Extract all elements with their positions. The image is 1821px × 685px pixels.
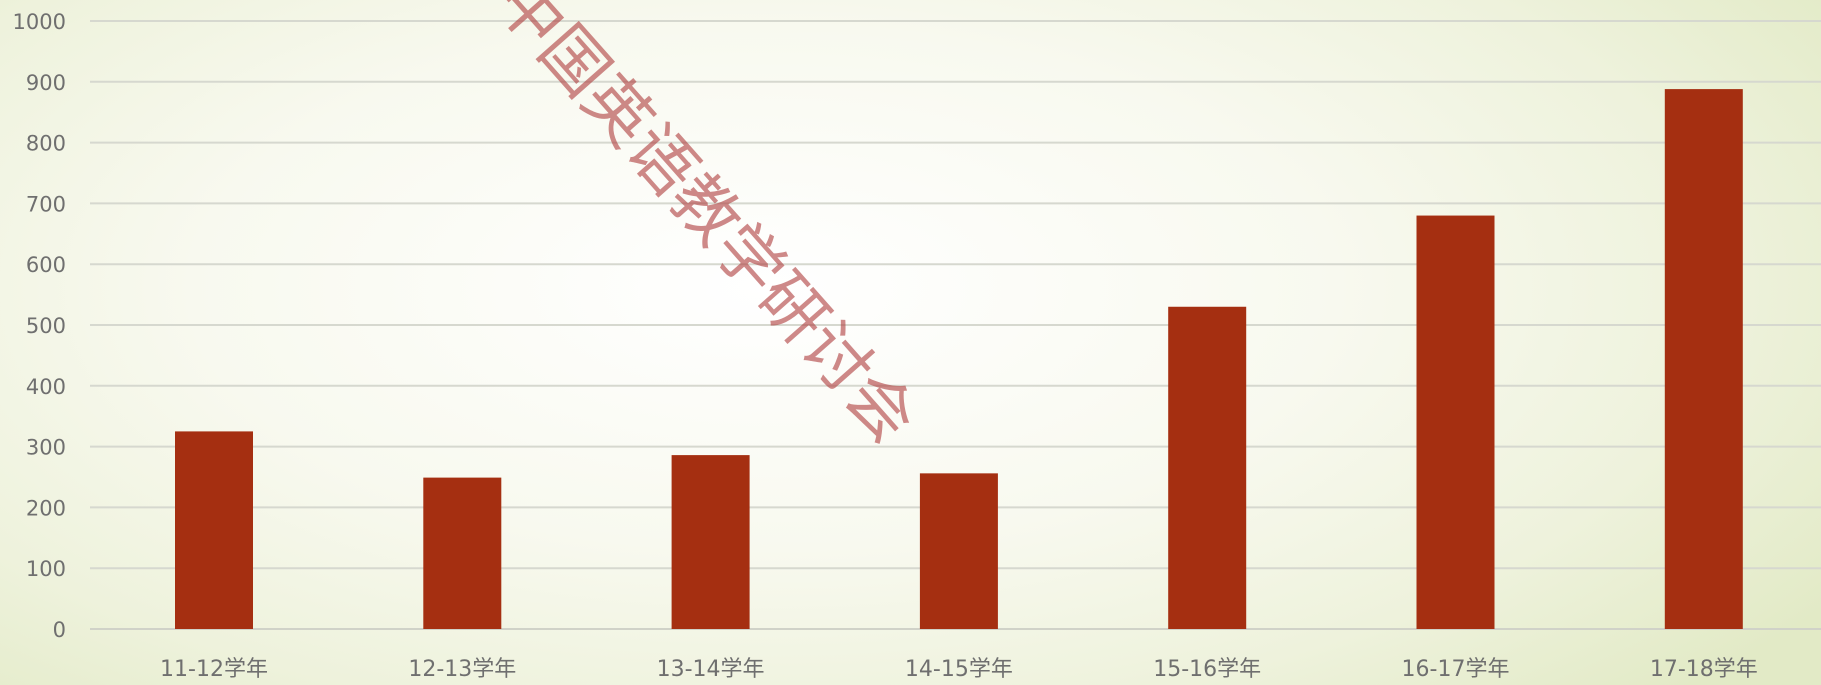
bar-17-18学年 xyxy=(1664,89,1743,629)
bar-14-15学年 xyxy=(919,473,998,629)
x-axis-tick-labels: 11-12学年 12-13学年 13-14学年 14-15学年 15-16学年 16-17… xyxy=(160,657,1758,682)
gridlines xyxy=(90,20,1821,630)
x-tick-label: 11-12学年 xyxy=(160,657,268,682)
bar-15-16学年 xyxy=(1168,306,1247,629)
y-tick-label: 0 xyxy=(53,618,66,642)
y-tick-label: 100 xyxy=(26,557,66,581)
bar-13-14学年 xyxy=(671,455,750,629)
y-tick-label: 300 xyxy=(26,436,66,460)
bar-11-12学年 xyxy=(175,431,253,629)
bar-12-13学年 xyxy=(423,477,502,629)
x-tick-label: 17-18学年 xyxy=(1650,657,1758,682)
y-axis-tick-labels: 0 100 200 300 400 500 600 700 800 900 1000 xyxy=(13,10,66,642)
y-tick-label: 600 xyxy=(26,253,66,277)
y-tick-label: 900 xyxy=(26,71,66,95)
x-tick-label: 14-15学年 xyxy=(905,657,1013,682)
y-tick-label: 800 xyxy=(26,132,66,156)
x-tick-label: 15-16学年 xyxy=(1153,657,1261,682)
y-tick-label: 200 xyxy=(26,496,66,520)
y-tick-label: 400 xyxy=(26,375,66,399)
bars xyxy=(175,89,1743,629)
bar-16-17学年 xyxy=(1416,215,1495,629)
watermark-text: 中国英语教学研讨会 xyxy=(480,0,931,457)
x-tick-label: 13-14学年 xyxy=(657,657,765,682)
y-tick-label: 1000 xyxy=(13,10,66,34)
y-tick-label: 700 xyxy=(26,192,66,216)
y-tick-label: 500 xyxy=(26,314,66,338)
x-tick-label: 12-13学年 xyxy=(408,657,516,682)
x-tick-label: 16-17学年 xyxy=(1402,657,1510,682)
